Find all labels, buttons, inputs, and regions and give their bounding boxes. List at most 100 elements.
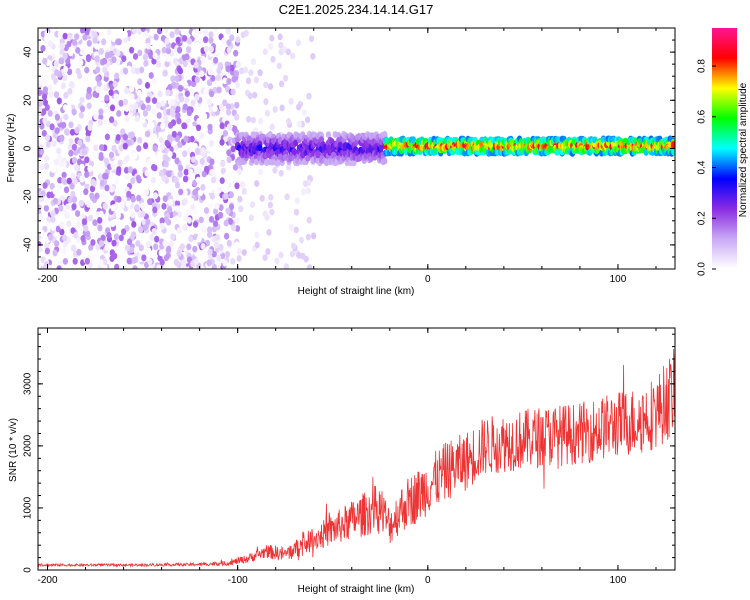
heatmap-cell-noise <box>55 225 61 233</box>
heatmap-cell-noise <box>98 47 104 55</box>
heatmap-cell-noise <box>310 53 316 60</box>
heatmap-cell-noise <box>121 196 128 204</box>
snr-series-line <box>38 348 675 568</box>
heatmap-cell-noise <box>192 142 198 150</box>
heatmap-cell-noise <box>42 86 49 93</box>
heatmap-cell-noise <box>115 211 121 219</box>
heatmap-cell-noise <box>204 165 210 173</box>
heatmap-cell-noise <box>54 113 61 121</box>
heatmap-cell-noise <box>207 123 213 131</box>
heatmap-cell-noise <box>184 90 190 97</box>
heatmap-cell-noise <box>191 80 197 87</box>
heatmap-cell-noise <box>43 198 50 206</box>
heatmap-cell-noise <box>270 56 276 63</box>
heatmap-cell-noise <box>130 211 136 219</box>
heatmap-cell-noise <box>86 201 92 208</box>
heatmap-cell-noise <box>50 147 56 154</box>
heatmap-cell-noise <box>100 191 106 198</box>
heatmap-cell-noise <box>98 154 104 161</box>
heatmap-cell-noise <box>98 108 104 116</box>
heatmap-cell-noise <box>296 103 302 111</box>
heatmap-cell-noise <box>76 248 82 256</box>
heatmap-cell-noise <box>78 59 84 66</box>
heatmap-cell-noise <box>154 235 160 243</box>
colorbar-tick-label: 0.0 <box>697 262 708 276</box>
heatmap-cell-noise <box>293 208 300 216</box>
heatmap-cell-noise <box>159 186 165 194</box>
heatmap-cell-noise <box>63 66 69 73</box>
heatmap-cell-noise <box>177 147 183 155</box>
heatmap-cell-noise <box>156 264 162 269</box>
heatmap-cell-noise <box>68 138 74 145</box>
spectrogram-y-label: Frequency (Hz) <box>6 114 17 183</box>
heatmap-cell-noise <box>286 118 292 125</box>
heatmap-cell-noise <box>67 34 73 42</box>
heatmap-cell-noise <box>182 224 188 231</box>
heatmap-cell-noise <box>50 224 57 232</box>
heatmap-cell-noise <box>83 225 89 232</box>
heatmap-cell-noise <box>147 258 153 266</box>
heatmap-cell-noise <box>65 203 71 211</box>
heatmap-cell-noise <box>152 206 158 214</box>
heatmap-cell-noise <box>208 36 214 44</box>
heatmap-cell-noise <box>104 196 110 203</box>
heatmap-cell-noise <box>220 252 226 260</box>
heatmap-cell-noise <box>139 202 146 210</box>
heatmap-cell-noise <box>147 198 153 206</box>
heatmap-cell-noise <box>49 182 55 190</box>
heatmap-cell-noise <box>222 99 228 107</box>
heatmap-cell-noise <box>191 125 197 133</box>
heatmap-cell-noise <box>182 150 188 158</box>
heatmap-cell-noise <box>192 221 199 228</box>
heatmap-cell-noise <box>38 99 44 107</box>
heatmap-cell-noise <box>161 202 167 210</box>
heatmap-cell-noise <box>209 90 215 98</box>
heatmap-cell-noise <box>225 65 231 73</box>
heatmap-cell-noise <box>133 102 139 110</box>
heatmap-cell-noise <box>305 187 311 195</box>
heatmap-cell-noise <box>167 84 173 91</box>
heatmap-cell-noise <box>143 189 150 196</box>
heatmap-cell-noise <box>301 109 307 117</box>
heatmap-cell-noise <box>269 34 275 42</box>
heatmap-cell-noise <box>77 139 83 147</box>
heatmap-cell-noise <box>156 60 162 68</box>
heatmap-cell-noise <box>127 112 133 119</box>
heatmap-cell-noise <box>201 226 207 234</box>
heatmap-cell-noise <box>44 162 50 170</box>
heatmap-cell-noise <box>214 189 220 197</box>
heatmap-cell-noise <box>186 46 192 54</box>
heatmap-cell-noise <box>276 62 282 70</box>
heatmap-cell-transition <box>257 144 263 152</box>
heatmap-cell-noise <box>222 77 228 85</box>
heatmap-cell-noise <box>124 244 130 252</box>
heatmap-cell-noise <box>193 32 199 39</box>
spectrogram-marks <box>38 28 675 269</box>
heatmap-cell-noise <box>110 161 116 169</box>
heatmap-cell-noise <box>103 172 109 180</box>
heatmap-cell-noise <box>290 52 296 60</box>
heatmap-cell-noise <box>254 180 260 187</box>
heatmap-cell-noise <box>69 128 76 136</box>
heatmap-cell-noise <box>278 41 284 49</box>
heatmap-cell-noise <box>71 108 77 116</box>
heatmap-cell-noise <box>206 259 212 267</box>
heatmap-cell-noise <box>207 186 213 194</box>
heatmap-cell-noise <box>146 158 152 166</box>
heatmap-cell-noise <box>116 38 122 46</box>
heatmap-cell-noise <box>206 98 213 106</box>
heatmap-cell-noise <box>174 205 180 213</box>
heatmap-cell-noise <box>111 144 117 152</box>
heatmap-cell-noise <box>71 143 77 151</box>
heatmap-cell-noise <box>40 30 46 38</box>
heatmap-cell-noise <box>104 243 110 251</box>
heatmap-cell-noise <box>176 117 182 125</box>
heatmap-cell-noise <box>95 86 101 93</box>
heatmap-cell-noise <box>85 55 92 63</box>
heatmap-cell-noise <box>65 57 71 65</box>
heatmap-cell-noise <box>165 89 171 97</box>
heatmap-cell-noise <box>230 88 236 96</box>
heatmap-cell-noise <box>269 123 275 131</box>
heatmap-cell-noise <box>53 158 60 166</box>
